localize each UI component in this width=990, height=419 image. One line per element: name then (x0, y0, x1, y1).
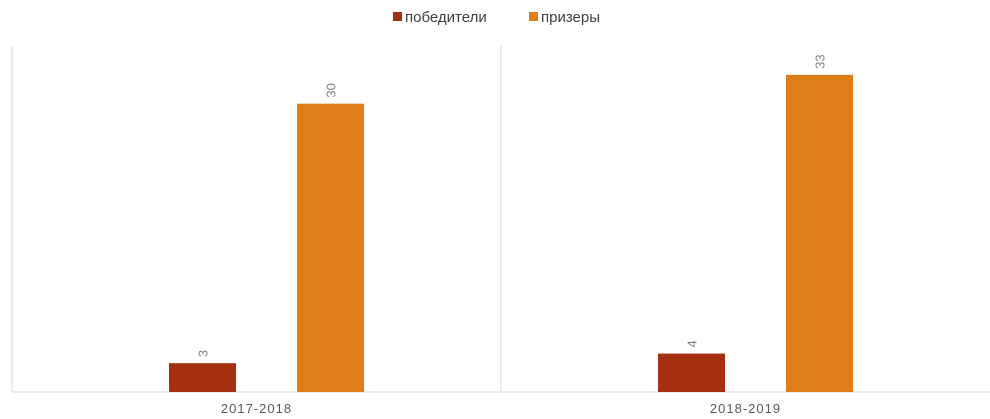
data-label: 4 (685, 340, 700, 347)
x-tick-label: 2017-2018 (221, 401, 292, 416)
data-label: 3 (196, 350, 211, 357)
data-label: 33 (813, 54, 828, 68)
data-label: 30 (324, 83, 339, 97)
bar-winners-0 (169, 363, 236, 392)
bar-prizewinners-1 (786, 74, 853, 392)
bar-prizewinners-0 (297, 103, 364, 393)
legend: победители призеры (393, 9, 600, 26)
legend-swatch-winners (393, 12, 402, 21)
plot-area: 3 30 2017-2018 4 33 2018-2019 (11, 46, 990, 416)
legend-label-winners: победители (405, 9, 487, 26)
legend-label-prizewinners: призеры (541, 9, 600, 26)
legend-swatch-prizewinners (529, 12, 538, 21)
bar-winners-1 (658, 353, 725, 392)
x-tick-label: 2018-2019 (710, 401, 781, 416)
